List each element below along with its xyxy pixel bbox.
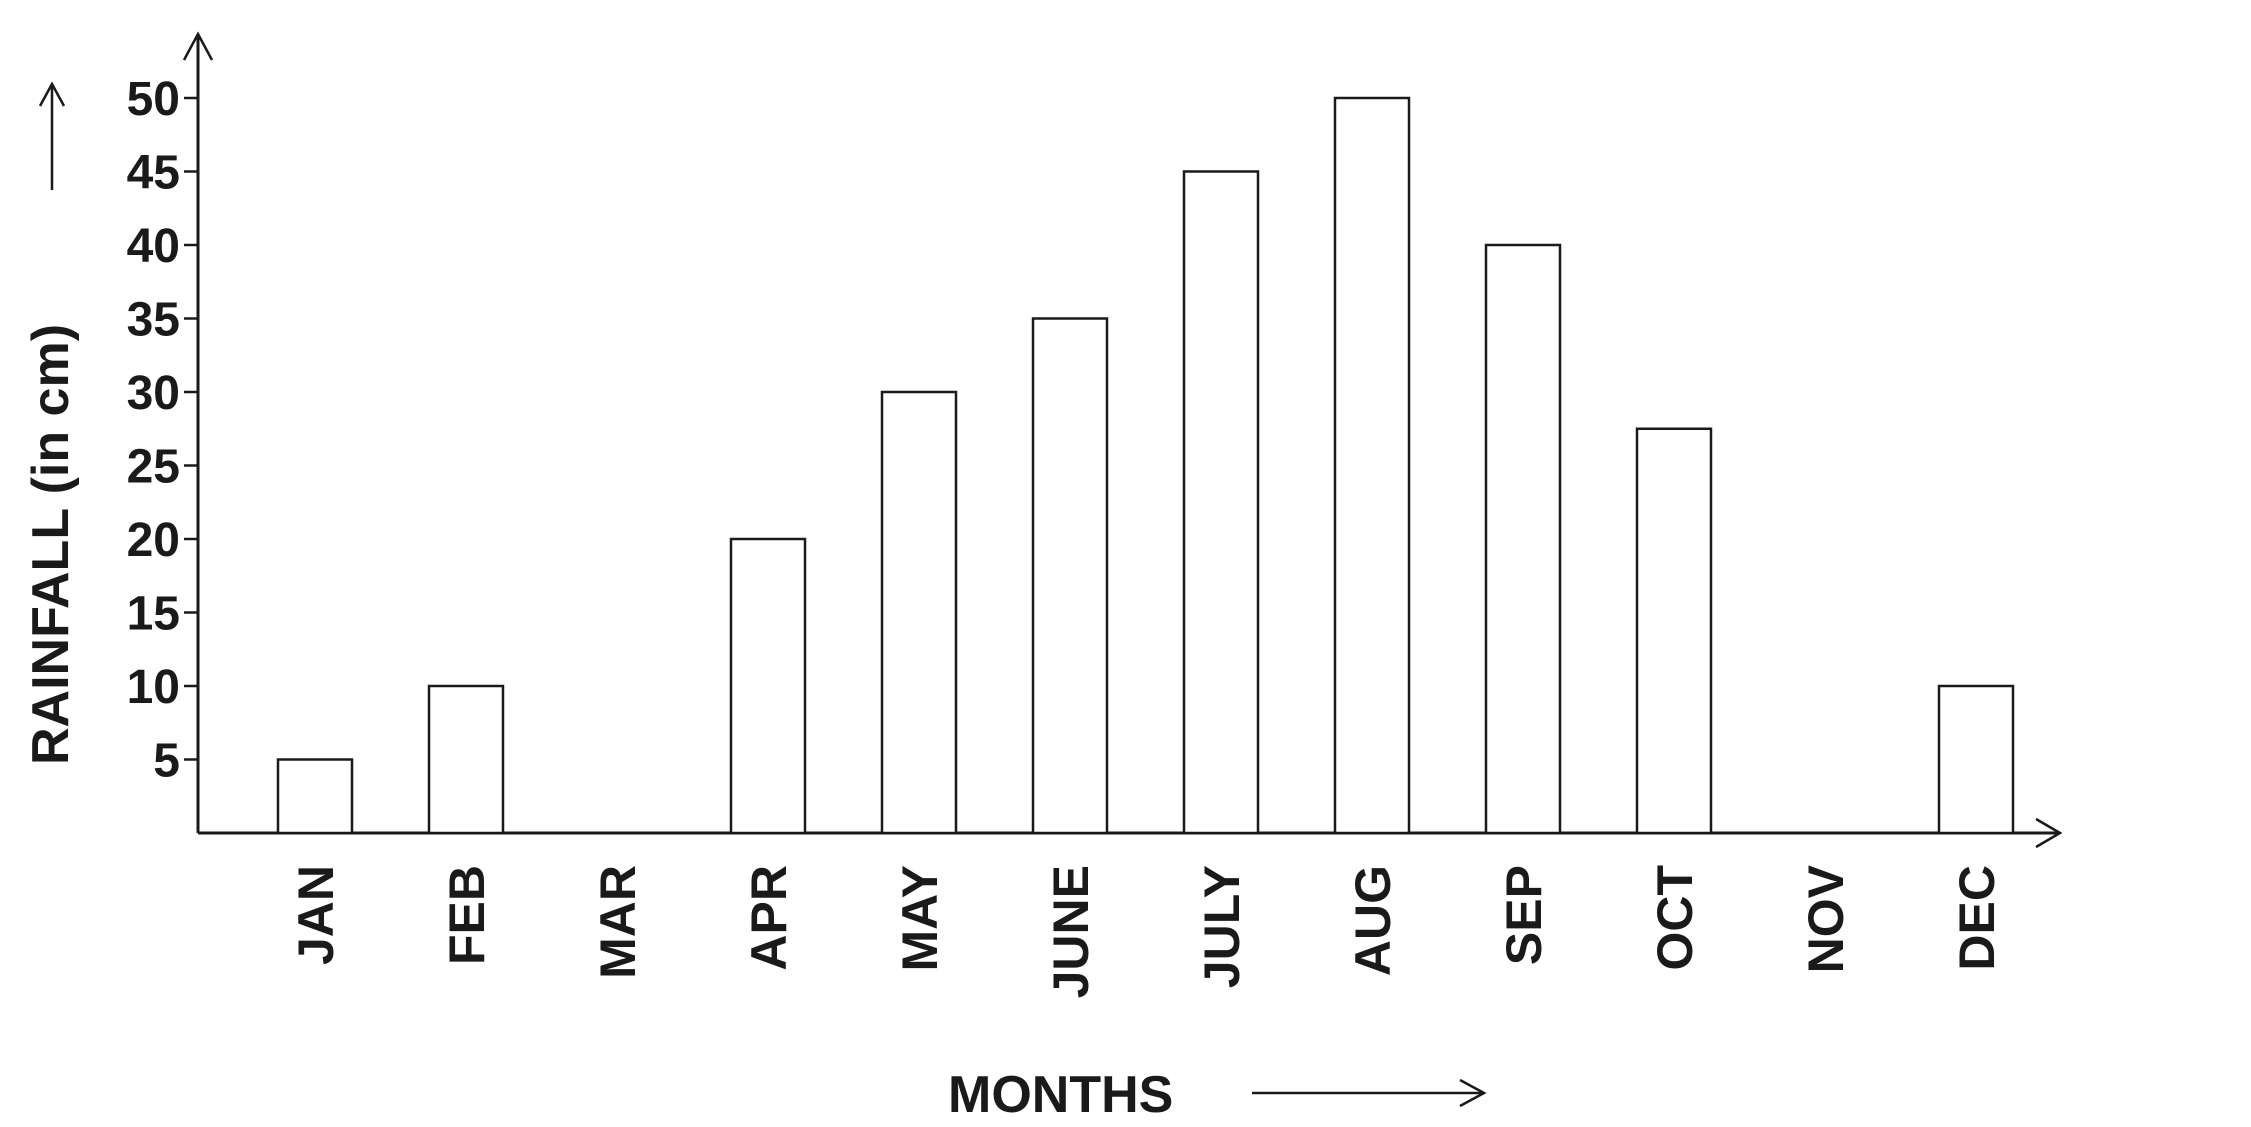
x-tick-label-july: JULY bbox=[1194, 865, 1250, 988]
x-tick-label-may: MAY bbox=[892, 865, 948, 972]
bar-feb bbox=[427, 684, 505, 835]
y-axis-title: RAINFALL (in cm) bbox=[22, 324, 80, 765]
y-tick-label: 35 bbox=[127, 294, 180, 347]
y-tick-label: 25 bbox=[127, 441, 180, 494]
x-tick-label-june: JUNE bbox=[1043, 865, 1099, 998]
x-tick-label-nov: NOV bbox=[1798, 864, 1854, 973]
x-tick-label-apr: APR bbox=[741, 865, 797, 971]
x-tick-label-oct: OCT bbox=[1647, 865, 1703, 971]
bar-dec bbox=[1937, 684, 2015, 835]
y-tick-label: 10 bbox=[127, 661, 180, 714]
x-tick-label-jan: JAN bbox=[288, 865, 344, 965]
x-tick-label-aug: AUG bbox=[1345, 865, 1401, 976]
bar-apr bbox=[729, 537, 807, 835]
y-tick-label: 15 bbox=[127, 588, 180, 641]
y-tick-label: 45 bbox=[127, 147, 180, 200]
x-title-arrowhead bbox=[1459, 1078, 1487, 1108]
x-axis-title: MONTHS bbox=[948, 1066, 1173, 1124]
y-tick-label: 20 bbox=[127, 514, 180, 567]
bar-june bbox=[1031, 317, 1109, 835]
x-axis-arrowhead bbox=[2035, 817, 2063, 849]
x-tick-label-mar: MAR bbox=[590, 865, 646, 979]
bar-july bbox=[1182, 170, 1260, 835]
bar-jan bbox=[276, 758, 354, 835]
y-tick-label: 5 bbox=[153, 735, 180, 788]
x-tick-label-dec: DEC bbox=[1949, 865, 2005, 971]
y-tick-label: 50 bbox=[127, 73, 180, 126]
x-tick-label-sep: SEP bbox=[1496, 865, 1552, 965]
y-title-arrowhead bbox=[38, 81, 66, 107]
bar-oct bbox=[1635, 427, 1713, 835]
y-axis-arrowhead bbox=[182, 31, 214, 61]
y-tick-label: 40 bbox=[127, 220, 180, 273]
bar-may bbox=[880, 390, 958, 835]
bar-sep bbox=[1484, 243, 1562, 835]
y-axis-ticks: 5 10 15 20 25 30 35 40 45 50 bbox=[127, 73, 198, 788]
bar-aug bbox=[1333, 96, 1411, 835]
x-tick-label-feb: FEB bbox=[439, 865, 495, 965]
x-axis-tick-labels: JAN FEB MAR APR MAY JUNE JULY AUG SEP OCT NOV DEC bbox=[288, 864, 2005, 998]
bars bbox=[276, 96, 2015, 835]
y-tick-label: 30 bbox=[127, 367, 180, 420]
